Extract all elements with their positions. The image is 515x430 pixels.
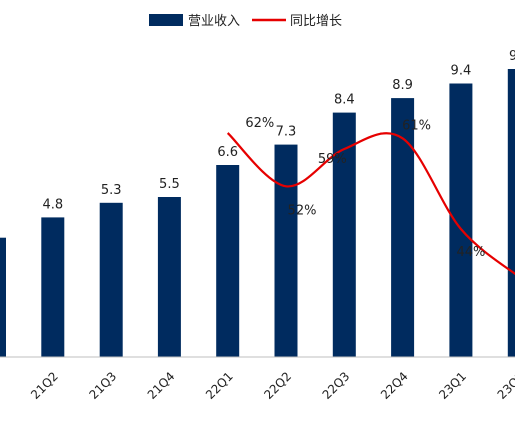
bar-22Q4 (391, 98, 415, 357)
x-tick-label: 21Q3 (87, 369, 120, 402)
bar-21Q2 (41, 217, 65, 357)
bar-22Q2 (274, 144, 298, 357)
growth-series: 62% 52% 59% 61% 44% (226, 116, 515, 276)
bar-value-label: 9.4 (451, 64, 472, 79)
growth-value-label: 61% (402, 118, 431, 133)
growth-line (226, 132, 515, 276)
bar-value-label: 4.8 (42, 197, 63, 212)
bar-21Q4 (157, 197, 181, 357)
growth-value-label: 52% (288, 203, 317, 218)
bar-value-label: 7.3 (276, 125, 297, 140)
growth-value-label: 62% (245, 116, 274, 131)
x-tick-label: 21Q4 (145, 369, 178, 402)
bar-22Q3 (332, 112, 356, 357)
growth-value-label: 59% (318, 152, 347, 167)
bar-value-label: 5.5 (159, 177, 180, 192)
bars (0, 69, 515, 357)
bar-value-label: 8.9 (392, 78, 413, 93)
x-tick-label: 21Q1 (0, 369, 3, 402)
bar-23Q1 (449, 83, 473, 357)
bar-value-label: 9.9 (509, 49, 515, 64)
bar-value-label: 8.4 (334, 93, 355, 108)
x-tick-labels: 21Q1 21Q2 21Q3 21Q4 22Q1 22Q2 22Q3 22Q4 23Q1 23Q2 (0, 369, 515, 402)
legend-bar-label: 营业收入 (188, 14, 240, 29)
bar-21Q3 (99, 202, 123, 357)
x-tick-label: 22Q4 (378, 369, 411, 402)
x-tick-label: 23Q2 (495, 369, 515, 402)
x-tick-label: 22Q1 (203, 369, 236, 402)
bar-labels: 4.8 5.3 5.5 6.6 7.3 8.4 8.9 9.4 9.9 (42, 49, 515, 212)
growth-value-label: 44% (456, 245, 485, 260)
bar-22Q1 (216, 165, 240, 357)
x-tick-label: 21Q2 (28, 369, 61, 402)
bar-value-label: 6.6 (217, 145, 238, 160)
bar-value-label: 5.3 (101, 183, 122, 198)
bar-21Q1 (0, 237, 6, 357)
legend: 营业收入 同比增长 (149, 14, 342, 29)
x-tick-label: 23Q1 (436, 369, 469, 402)
legend-bar-swatch (149, 14, 183, 26)
x-tick-label: 22Q3 (320, 369, 353, 402)
legend-line-label: 同比增长 (290, 14, 342, 29)
x-tick-label: 22Q2 (261, 369, 294, 402)
bar-23Q2 (507, 69, 515, 357)
